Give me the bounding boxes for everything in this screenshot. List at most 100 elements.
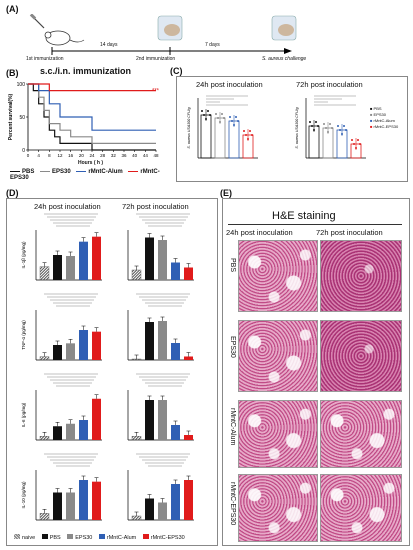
he-row-pbs: PBS bbox=[229, 258, 236, 273]
cfu-legend: ■ PBS ■ EPS30 ■ rMntC-Alum ■ rMntC-EPS30 bbox=[370, 106, 399, 129]
he-row-eps30mntc: rMntC-EPS30 bbox=[229, 482, 236, 526]
cfu-legend-eps30mntc: rMntC-EPS30 bbox=[373, 124, 399, 129]
legend-pbs: PBS bbox=[22, 169, 35, 175]
cyto-bar bbox=[66, 492, 75, 520]
cyto-bar bbox=[145, 498, 154, 520]
cfu-24h-chart: S. aureus USA300 CFU/g bbox=[187, 95, 258, 159]
cyto-bar bbox=[145, 400, 154, 440]
survival-ytick-label: 100 bbox=[17, 82, 26, 88]
cyto-bar-naive bbox=[131, 515, 142, 521]
legend-eps30: EPS30 bbox=[52, 169, 71, 175]
cyto-legend-naive: naive bbox=[22, 535, 36, 541]
cfu-point bbox=[237, 120, 239, 122]
survival-xtick-label: 20 bbox=[79, 153, 85, 158]
cfu-point bbox=[247, 138, 249, 140]
cfu-point bbox=[345, 129, 347, 131]
cyto-bar bbox=[145, 237, 154, 280]
cfu-ylabel: S. aureus USA300 CFU/g bbox=[187, 107, 191, 148]
cyto-bar bbox=[145, 322, 154, 360]
step-1-label: 1st immunization bbox=[26, 56, 64, 62]
cyto-bar bbox=[158, 400, 167, 440]
panel-b-title: s.c./i.n. immunization bbox=[40, 66, 132, 76]
he-image-eps30mntc-24h bbox=[238, 474, 318, 542]
cfu-point bbox=[233, 124, 235, 126]
panel-c-sub-72h: 72h post inoculation bbox=[296, 80, 363, 89]
cfu-point bbox=[331, 127, 333, 129]
cfu-point bbox=[355, 147, 357, 149]
survival-ytick-label: 50 bbox=[19, 115, 25, 121]
panel-a-label: (A) bbox=[6, 4, 19, 14]
he-sub-24h: 24h post inoculation bbox=[226, 228, 293, 237]
cyto-bar bbox=[92, 481, 101, 520]
survival-line-eps30 bbox=[28, 83, 156, 144]
survival-line-rmntc-eps30 bbox=[28, 83, 156, 92]
cytokine-chart-0-0: IL-1β (pg/mg) bbox=[21, 213, 102, 281]
cyto-bar bbox=[158, 502, 167, 520]
cyto-bar bbox=[53, 255, 62, 280]
immunization-photo-icon bbox=[157, 15, 183, 41]
cfu-point bbox=[249, 130, 251, 132]
cyto-bar bbox=[184, 480, 193, 520]
cyto-bar bbox=[79, 330, 88, 360]
cyto-bar-naive bbox=[39, 356, 50, 361]
cfu-point bbox=[359, 143, 361, 145]
cfu-legend-eps30: EPS30 bbox=[373, 112, 386, 117]
cfu-ylabel: S. aureus USA300 CFU/g bbox=[295, 107, 299, 148]
cyto-ylabel: TNF-α (pg/mg) bbox=[21, 320, 26, 350]
he-sub-72h: 72h post inoculation bbox=[316, 228, 383, 237]
cyto-bar bbox=[158, 240, 167, 280]
cfu-legend-alum: rMntC-Alum bbox=[373, 118, 395, 123]
challenge-photo-icon bbox=[271, 15, 297, 41]
survival-sig: *** bbox=[152, 89, 160, 95]
panel-d-sub-24h: 24h post inoculation bbox=[34, 202, 101, 211]
cyto-bar bbox=[184, 267, 193, 280]
he-image-pbs-24h bbox=[238, 240, 318, 312]
panel-d-box bbox=[6, 198, 218, 546]
cfu-point bbox=[245, 134, 247, 136]
cyto-bar bbox=[79, 420, 88, 440]
cyto-bar bbox=[53, 426, 62, 440]
cyto-bar bbox=[92, 331, 101, 360]
panel-c-label: (C) bbox=[170, 66, 183, 76]
cfu-point bbox=[215, 113, 217, 115]
cyto-bar bbox=[92, 398, 101, 440]
cyto-legend-eps30: EPS30 bbox=[75, 535, 93, 541]
cyto-legend-alum: rMntC-Alum bbox=[106, 535, 137, 541]
survival-xtick-label: 16 bbox=[68, 153, 74, 158]
panel-e-label: (E) bbox=[220, 188, 232, 198]
cfu-point bbox=[243, 130, 245, 132]
he-image-eps30mntc-72h bbox=[320, 474, 402, 542]
cyto-bar bbox=[171, 262, 180, 280]
cyto-bar bbox=[171, 343, 180, 360]
cyto-bar bbox=[171, 425, 180, 440]
cyto-bar bbox=[184, 435, 193, 440]
survival-legend: PBS EPS30 rMntC-Alum rMntC-EPS30 bbox=[10, 169, 160, 181]
cfu-point bbox=[235, 116, 237, 118]
cfu-point bbox=[343, 125, 345, 127]
survival-xtick-label: 8 bbox=[48, 153, 51, 158]
cfu-point bbox=[353, 143, 355, 145]
he-image-eps30-24h bbox=[238, 320, 318, 392]
cfu-point bbox=[357, 139, 359, 141]
panel-d-label: (D) bbox=[6, 188, 19, 198]
step-3-label: S. aureus challenge bbox=[262, 56, 307, 62]
cyto-legend-pbs: PBS bbox=[49, 535, 61, 541]
interval-2-label: 7 days bbox=[205, 42, 220, 48]
survival-xtick-label: 32 bbox=[111, 153, 117, 158]
cyto-bar bbox=[171, 484, 180, 520]
panel-e-box bbox=[222, 198, 410, 546]
cfu-point bbox=[201, 110, 203, 112]
survival-xtick-label: 44 bbox=[143, 153, 149, 158]
cfu-point bbox=[315, 121, 317, 123]
cyto-ylabel: IL-10 (pg/mg) bbox=[21, 481, 26, 509]
cfu-point bbox=[339, 129, 341, 131]
survival-xtick-label: 24 bbox=[89, 153, 95, 158]
cyto-bar-naive bbox=[39, 266, 50, 281]
he-image-pbs-72h bbox=[320, 240, 402, 312]
panel-a-timeline bbox=[22, 13, 402, 66]
cfu-point bbox=[327, 131, 329, 133]
cfu-point bbox=[229, 116, 231, 118]
cyto-bar bbox=[66, 256, 75, 280]
survival-xtick-label: 48 bbox=[153, 153, 159, 158]
step-2-label: 2nd immunization bbox=[136, 56, 176, 62]
